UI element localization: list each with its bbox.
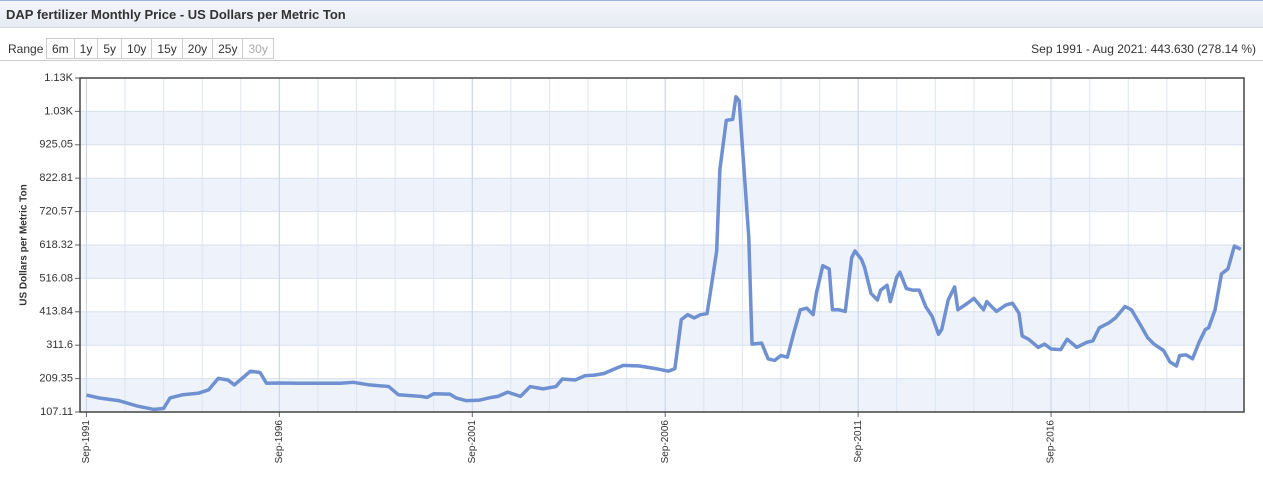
y-tick-label: 1.13K bbox=[44, 72, 73, 84]
y-tick-label: 107.11 bbox=[40, 406, 73, 418]
grid-band bbox=[80, 311, 1244, 346]
x-tick-label: Sep-2006 bbox=[660, 420, 671, 464]
range-label: Range bbox=[8, 42, 44, 56]
range-bar: Range 6m 1y 5y 10y 15y 20y 25y 30y Sep 1991 - A… bbox=[0, 38, 1263, 61]
x-tick-label: Sep-1991 bbox=[81, 420, 92, 464]
plot-border bbox=[79, 77, 1245, 413]
y-tick-label: 618.32 bbox=[39, 239, 73, 251]
range-button[interactable]: 30y bbox=[242, 38, 274, 59]
range-button[interactable]: 15y bbox=[151, 38, 183, 59]
x-tick-label: Sep-2016 bbox=[1046, 420, 1057, 464]
range-button[interactable]: 20y bbox=[181, 38, 214, 59]
x-tick-label: Sep-2001 bbox=[467, 420, 478, 464]
range-button[interactable]: 10y bbox=[121, 38, 153, 59]
x-tick-label: Sep-1996 bbox=[274, 420, 285, 464]
range-buttons: 6m 1y 5y 10y 15y 20y 25y 30y bbox=[46, 38, 274, 59]
y-tick-label: 1.03K bbox=[44, 105, 73, 117]
header: DAP fertilizer Monthly Price - US Dollar… bbox=[0, 0, 1263, 28]
grid-band bbox=[80, 111, 1244, 145]
range-button[interactable]: 5y bbox=[97, 38, 123, 59]
price-line bbox=[86, 95, 1242, 412]
grid-band bbox=[80, 245, 1244, 279]
grid-band bbox=[80, 378, 1244, 412]
range-button[interactable]: 1y bbox=[73, 38, 99, 59]
y-axis-title: US Dollars per Metric Ton bbox=[19, 184, 30, 306]
y-tick-label: 720.57 bbox=[39, 206, 73, 218]
chart-title: DAP fertilizer Monthly Price - US Dollar… bbox=[6, 7, 346, 22]
chart: 107.11 209.35 311.6 413.84 516.08 618.32 720.5… bbox=[19, 72, 1245, 464]
range-summary: Sep 1991 - Aug 2021: 443.630 (278.14 %) bbox=[1031, 42, 1256, 56]
range-button[interactable]: 6m bbox=[46, 38, 75, 59]
y-tick-label: 413.84 bbox=[39, 306, 73, 318]
x-tick-label: Sep-2011 bbox=[853, 420, 864, 463]
range-button[interactable]: 25y bbox=[212, 38, 244, 59]
y-tick-label: 516.08 bbox=[39, 272, 73, 284]
y-tick-label: 925.05 bbox=[39, 139, 73, 151]
y-tick-label: 822.81 bbox=[39, 172, 73, 184]
y-tick-label: 209.35 bbox=[39, 373, 73, 385]
y-tick-label: 311.6 bbox=[46, 339, 73, 351]
grid-band bbox=[80, 178, 1244, 212]
